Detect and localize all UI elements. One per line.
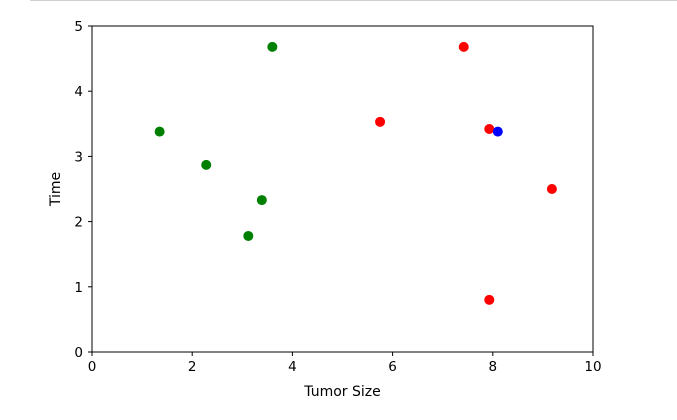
data-point (484, 124, 495, 135)
y-axis: 0 1 2 3 4 5 (74, 19, 92, 361)
x-tick-label: 0 (88, 359, 97, 375)
data-point (154, 126, 165, 137)
x-axis-label: Tumor Size (303, 384, 380, 400)
data-point (256, 195, 267, 206)
data-point (201, 159, 212, 170)
data-point (492, 126, 503, 137)
x-tick-label: 8 (489, 359, 498, 375)
data-point (267, 41, 278, 52)
y-tick-label: 5 (74, 19, 83, 35)
y-tick-label: 0 (74, 345, 83, 361)
y-tick-label: 1 (74, 280, 83, 296)
x-tick-label: 4 (288, 359, 297, 375)
plot-area (91, 25, 594, 353)
x-tick-label: 10 (584, 359, 601, 375)
y-tick-label: 2 (74, 215, 83, 231)
y-tick-label: 3 (74, 149, 83, 165)
data-point (458, 41, 469, 52)
data-point (243, 230, 254, 241)
data-point (375, 116, 386, 127)
x-tick-label: 2 (188, 359, 197, 375)
x-tick-label: 6 (388, 359, 397, 375)
data-points (154, 41, 557, 305)
top-divider (30, 0, 677, 1)
data-point (546, 184, 557, 194)
y-axis-label: Time (48, 172, 64, 207)
data-point (484, 294, 495, 305)
x-axis: 0 2 4 6 8 10 (88, 352, 602, 375)
y-tick-label: 4 (74, 84, 83, 100)
